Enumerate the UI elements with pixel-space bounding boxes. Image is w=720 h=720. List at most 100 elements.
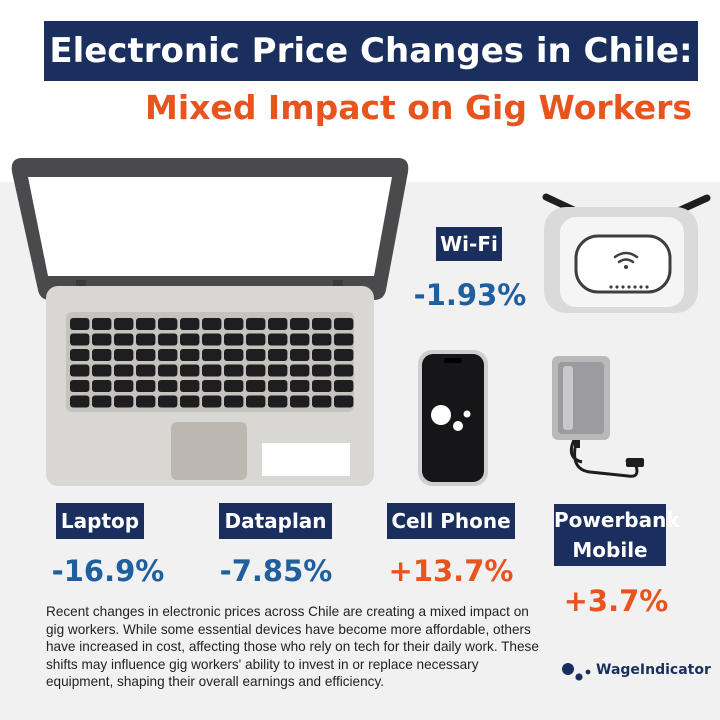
- keyboard-key: [92, 333, 112, 346]
- keyboard-key: [334, 349, 354, 361]
- keyboard-key: [70, 364, 90, 377]
- keyboard-key: [114, 318, 134, 330]
- keyboard-key: [202, 380, 222, 392]
- keyboard-key: [268, 318, 288, 330]
- keyboard-key: [70, 349, 90, 361]
- keyboard-key: [136, 349, 156, 361]
- page-subtitle: Mixed Impact on Gig Workers: [145, 88, 692, 127]
- title-banner: Electronic Price Changes in Chile:: [44, 21, 698, 81]
- keyboard-key: [334, 318, 354, 330]
- keyboard-key: [202, 318, 222, 330]
- keyboard-key: [114, 380, 134, 392]
- keyboard-key: [92, 349, 112, 361]
- keyboard-key: [202, 395, 222, 408]
- keyboard-key: [246, 333, 266, 346]
- keyboard-key: [158, 333, 178, 346]
- powerbank-change: +3.7%: [563, 584, 669, 618]
- keyboard-key: [268, 333, 288, 346]
- keyboard-key: [312, 349, 332, 361]
- keyboard-key: [136, 318, 156, 330]
- keyboard-key: [290, 333, 310, 346]
- keyboard-key: [246, 349, 266, 361]
- keyboard-key: [136, 364, 156, 377]
- powerbank-label-line1: Powerbank: [554, 508, 680, 532]
- keyboard-key: [180, 364, 200, 377]
- keyboard-key: [290, 395, 310, 408]
- powerbank-icon: [552, 356, 644, 478]
- keyboard-key: [158, 364, 178, 377]
- laptop-icon: [11, 158, 409, 486]
- router-icon: [542, 193, 711, 313]
- keyboard-key: [114, 364, 134, 377]
- keyboard-key: [202, 333, 222, 346]
- keyboard-key: [268, 395, 288, 408]
- keyboard-key: [92, 395, 112, 408]
- laptop-label: Laptop: [56, 503, 144, 539]
- powerbank-label-line2: Mobile: [572, 538, 648, 562]
- keyboard-key: [334, 380, 354, 392]
- keyboard-key: [202, 349, 222, 361]
- description-text: Recent changes in electronic prices acro…: [46, 604, 539, 690]
- dataplan-change: -7.85%: [219, 554, 333, 588]
- keyboard-key: [180, 349, 200, 361]
- logo-text: WageIndicator: [596, 662, 711, 678]
- keyboard-key: [70, 333, 90, 346]
- keyboard-key: [180, 380, 200, 392]
- laptop-change: -16.9%: [51, 554, 165, 588]
- cell-phone-change: +13.7%: [388, 554, 514, 588]
- keyboard-key: [158, 380, 178, 392]
- keyboard-key: [246, 395, 266, 408]
- keyboard-key: [92, 318, 112, 330]
- dataplan-label: Dataplan: [219, 503, 332, 539]
- keyboard-key: [136, 380, 156, 392]
- keyboard-key: [268, 364, 288, 377]
- keyboard-key: [312, 380, 332, 392]
- keyboard-key: [224, 318, 244, 330]
- keyboard-key: [334, 364, 354, 377]
- keyboard-key: [114, 395, 134, 408]
- wageindicator-logo: WageIndicator: [560, 660, 711, 686]
- keyboard-key: [136, 395, 156, 408]
- keyboard-key: [224, 349, 244, 361]
- keyboard-key: [70, 318, 90, 330]
- keyboard-key: [70, 380, 90, 392]
- keyboard-key: [70, 395, 90, 408]
- keyboard-key: [290, 364, 310, 377]
- keyboard-key: [268, 380, 288, 392]
- keyboard-key: [180, 333, 200, 346]
- keyboard-key: [334, 395, 354, 408]
- keyboard-key: [224, 333, 244, 346]
- logo-dots-icon: [562, 663, 591, 681]
- keyboard-key: [290, 380, 310, 392]
- keyboard-key: [224, 364, 244, 377]
- page-title: Electronic Price Changes in Chile:: [49, 31, 693, 71]
- keyboard-key: [290, 349, 310, 361]
- keyboard-key: [246, 364, 266, 377]
- keyboard-key: [246, 318, 266, 330]
- keyboard-key: [180, 395, 200, 408]
- powerbank-label: Powerbank Mobile: [554, 504, 680, 566]
- wifi-change: -1.93%: [413, 278, 527, 312]
- keyboard-key: [246, 380, 266, 392]
- keyboard-key: [312, 364, 332, 377]
- keyboard-key: [114, 333, 134, 346]
- keyboard-key: [312, 333, 332, 346]
- keyboard-key: [158, 349, 178, 361]
- keyboard-key: [202, 364, 222, 377]
- keyboard-key: [312, 395, 332, 408]
- keyboard-key: [224, 380, 244, 392]
- keyboard-key: [136, 333, 156, 346]
- phone-icon: [418, 350, 488, 486]
- keyboard-key: [312, 318, 332, 330]
- keyboard-key: [180, 318, 200, 330]
- wifi-label: Wi-Fi: [436, 227, 502, 261]
- keyboard-key: [114, 349, 134, 361]
- keyboard-key: [334, 333, 354, 346]
- keyboard-key: [158, 318, 178, 330]
- keyboard-key: [92, 364, 112, 377]
- keyboard-key: [92, 380, 112, 392]
- keyboard-key: [224, 395, 244, 408]
- keyboard-key: [290, 318, 310, 330]
